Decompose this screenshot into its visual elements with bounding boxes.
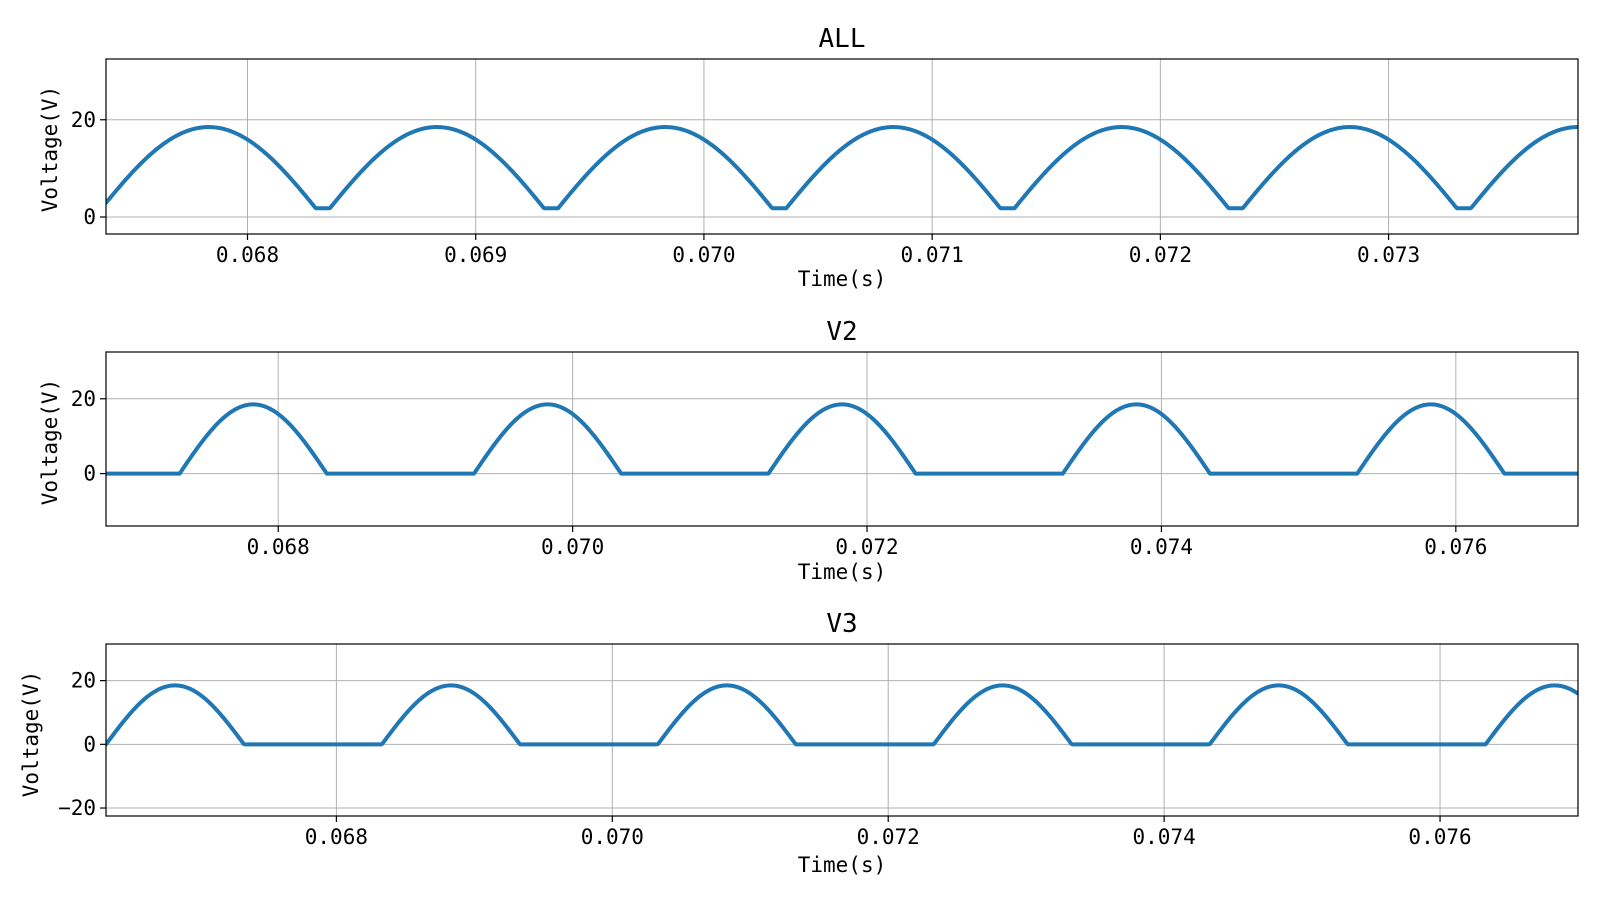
series-line — [106, 402, 1578, 476]
y-tick-label: −20 — [58, 796, 96, 820]
y-tick-label: 20 — [71, 108, 96, 132]
x-axis-label: Time(s) — [798, 560, 887, 584]
chart-panel-v2: V2 Time(s) Voltage(V) 0.068 0.070 0.072 0.0… — [38, 317, 1579, 584]
plot-frame — [105, 643, 1579, 817]
x-tick-label: 0.074 — [1130, 535, 1193, 559]
x-axis-label: Time(s) — [798, 267, 887, 291]
x-tick-label: 0.068 — [247, 535, 310, 559]
series-line — [106, 125, 1578, 211]
series-line — [106, 683, 1578, 747]
x-tick-label: 0.070 — [581, 825, 644, 849]
x-tick-label: 0.068 — [216, 243, 279, 267]
x-tick-label: 0.071 — [901, 243, 964, 267]
chart-title: V2 — [826, 317, 857, 347]
x-tick-label: 0.070 — [672, 243, 735, 267]
x-tick-label: 0.068 — [305, 825, 368, 849]
x-tick-label: 0.072 — [857, 825, 920, 849]
y-tick-label: 0 — [83, 205, 96, 229]
x-tick-label: 0.076 — [1424, 535, 1487, 559]
y-axis-label: Voltage(V) — [38, 86, 62, 212]
y-axis-label: Voltage(V) — [19, 671, 43, 797]
y-tick-label: 20 — [71, 669, 96, 693]
y-tick-label: 0 — [83, 732, 96, 756]
chart-panel-all: ALL Time(s) Voltage(V) 0.068 0.069 0.070 0.… — [38, 24, 1579, 291]
x-tick-label: 0.070 — [541, 535, 604, 559]
y-tick-label: 0 — [83, 462, 96, 486]
plot-frame — [105, 351, 1579, 527]
chart-title: ALL — [819, 24, 866, 54]
x-tick-label: 0.076 — [1408, 825, 1471, 849]
x-tick-label: 0.069 — [444, 243, 507, 267]
x-axis-label: Time(s) — [798, 853, 887, 877]
x-tick-label: 0.074 — [1133, 825, 1196, 849]
y-tick-label: 20 — [71, 387, 96, 411]
x-tick-label: 0.072 — [835, 535, 898, 559]
y-axis-label: Voltage(V) — [38, 379, 62, 505]
x-tick-label: 0.072 — [1129, 243, 1192, 267]
x-tick-label: 0.073 — [1357, 243, 1420, 267]
chart-title: V3 — [826, 609, 857, 639]
chart-panel-v3: V3 Time(s) Voltage(V) 0.068 0.070 0.072 0.0… — [19, 609, 1579, 877]
plot-frame — [105, 58, 1579, 235]
